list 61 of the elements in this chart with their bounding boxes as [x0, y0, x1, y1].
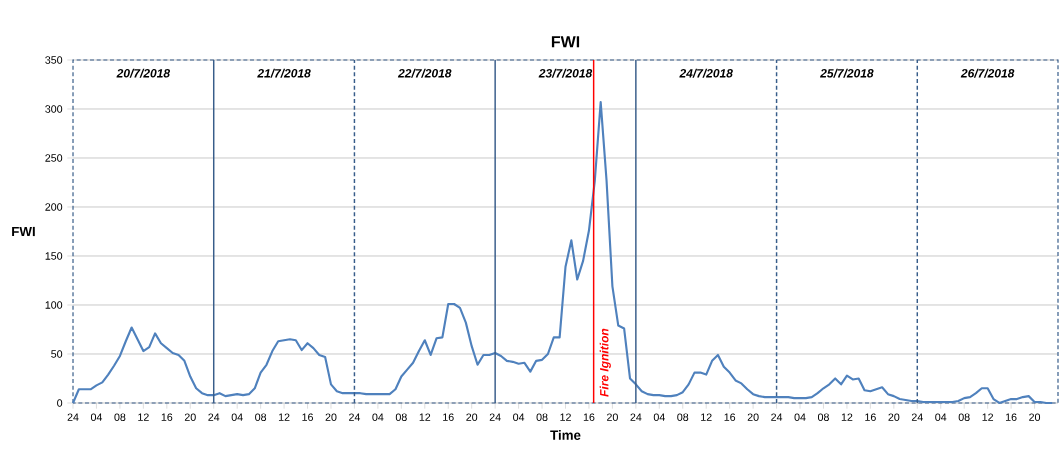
y-tick-label: 100 [45, 301, 63, 309]
x-tick-label: 12 [560, 413, 571, 421]
annotation: 24/7/2018 [679, 68, 733, 78]
x-tick-label: 08 [958, 413, 970, 421]
y-tick-label: 250 [45, 154, 63, 162]
x-tick-label: 12 [982, 413, 994, 421]
x-tick-label: 20 [747, 413, 759, 421]
x-tick-label: 24 [349, 413, 361, 421]
x-tick-label: 12 [419, 413, 431, 421]
x-tick-label: 20 [184, 413, 196, 421]
x-tick-label: 12 [138, 413, 149, 421]
x-tick-label: 08 [114, 413, 126, 421]
y-tick-label: 200 [45, 203, 63, 211]
x-tick-label: 08 [255, 413, 267, 421]
x-tick-label: 12 [841, 413, 853, 421]
x-tick-label: 24 [208, 413, 220, 421]
y-tick-label: 50 [51, 350, 63, 358]
x-tick-label: 12 [701, 413, 712, 421]
x-tick-label: 04 [653, 413, 665, 421]
x-tick-label: 16 [865, 413, 876, 421]
ref-line-label: Fire Ignition [599, 328, 611, 397]
x-tick-label: 04 [90, 413, 103, 421]
x-tick-label: 24 [630, 413, 642, 421]
y-tick-label: 350 [45, 56, 63, 64]
x-tick-label: 04 [794, 413, 806, 421]
y-axis-title: FWI [12, 226, 35, 237]
x-tick-label: 20 [607, 413, 618, 421]
x-tick-label: 16 [443, 413, 454, 421]
y-tick-label: 300 [45, 105, 63, 113]
annotation: 22/7/2018 [397, 68, 452, 78]
annotation: 26/7/2018 [960, 68, 1015, 78]
x-tick-label: 20 [1029, 413, 1041, 421]
x-tick-label: 04 [935, 413, 947, 421]
x-tick-label: 08 [536, 413, 548, 421]
x-tick-label: 04 [372, 413, 384, 421]
x-tick-label: 16 [1005, 413, 1017, 421]
x-axis-title: Time [550, 430, 581, 440]
x-tick-label: 08 [817, 413, 829, 421]
x-tick-label: 24 [67, 413, 79, 421]
annotation: 25/7/2018 [820, 68, 874, 78]
x-tick-label: 08 [395, 413, 407, 421]
x-tick-label: 16 [161, 413, 173, 421]
x-tick-label: 16 [724, 413, 736, 421]
annotation: 21/7/2018 [257, 68, 311, 78]
x-tick-label: 24 [771, 413, 783, 421]
x-tick-label: 04 [231, 413, 243, 421]
chart-title: FWI [551, 36, 580, 48]
x-tick-label: 08 [677, 413, 689, 421]
x-tick-label: 12 [278, 413, 290, 421]
y-tick-label: 150 [45, 252, 63, 260]
x-tick-label: 20 [466, 413, 478, 421]
annotation: 20/7/2018 [116, 68, 171, 78]
x-tick-label: 16 [583, 413, 595, 421]
x-tick-label: 20 [888, 413, 900, 421]
y-tick-label: 0 [57, 399, 63, 407]
x-tick-label: 24 [489, 413, 501, 421]
x-tick-label: 24 [911, 413, 923, 421]
x-tick-label: 20 [325, 413, 337, 421]
x-tick-label: 16 [302, 413, 313, 421]
annotation: 23/7/2018 [538, 68, 593, 78]
x-tick-label: 04 [513, 413, 525, 421]
